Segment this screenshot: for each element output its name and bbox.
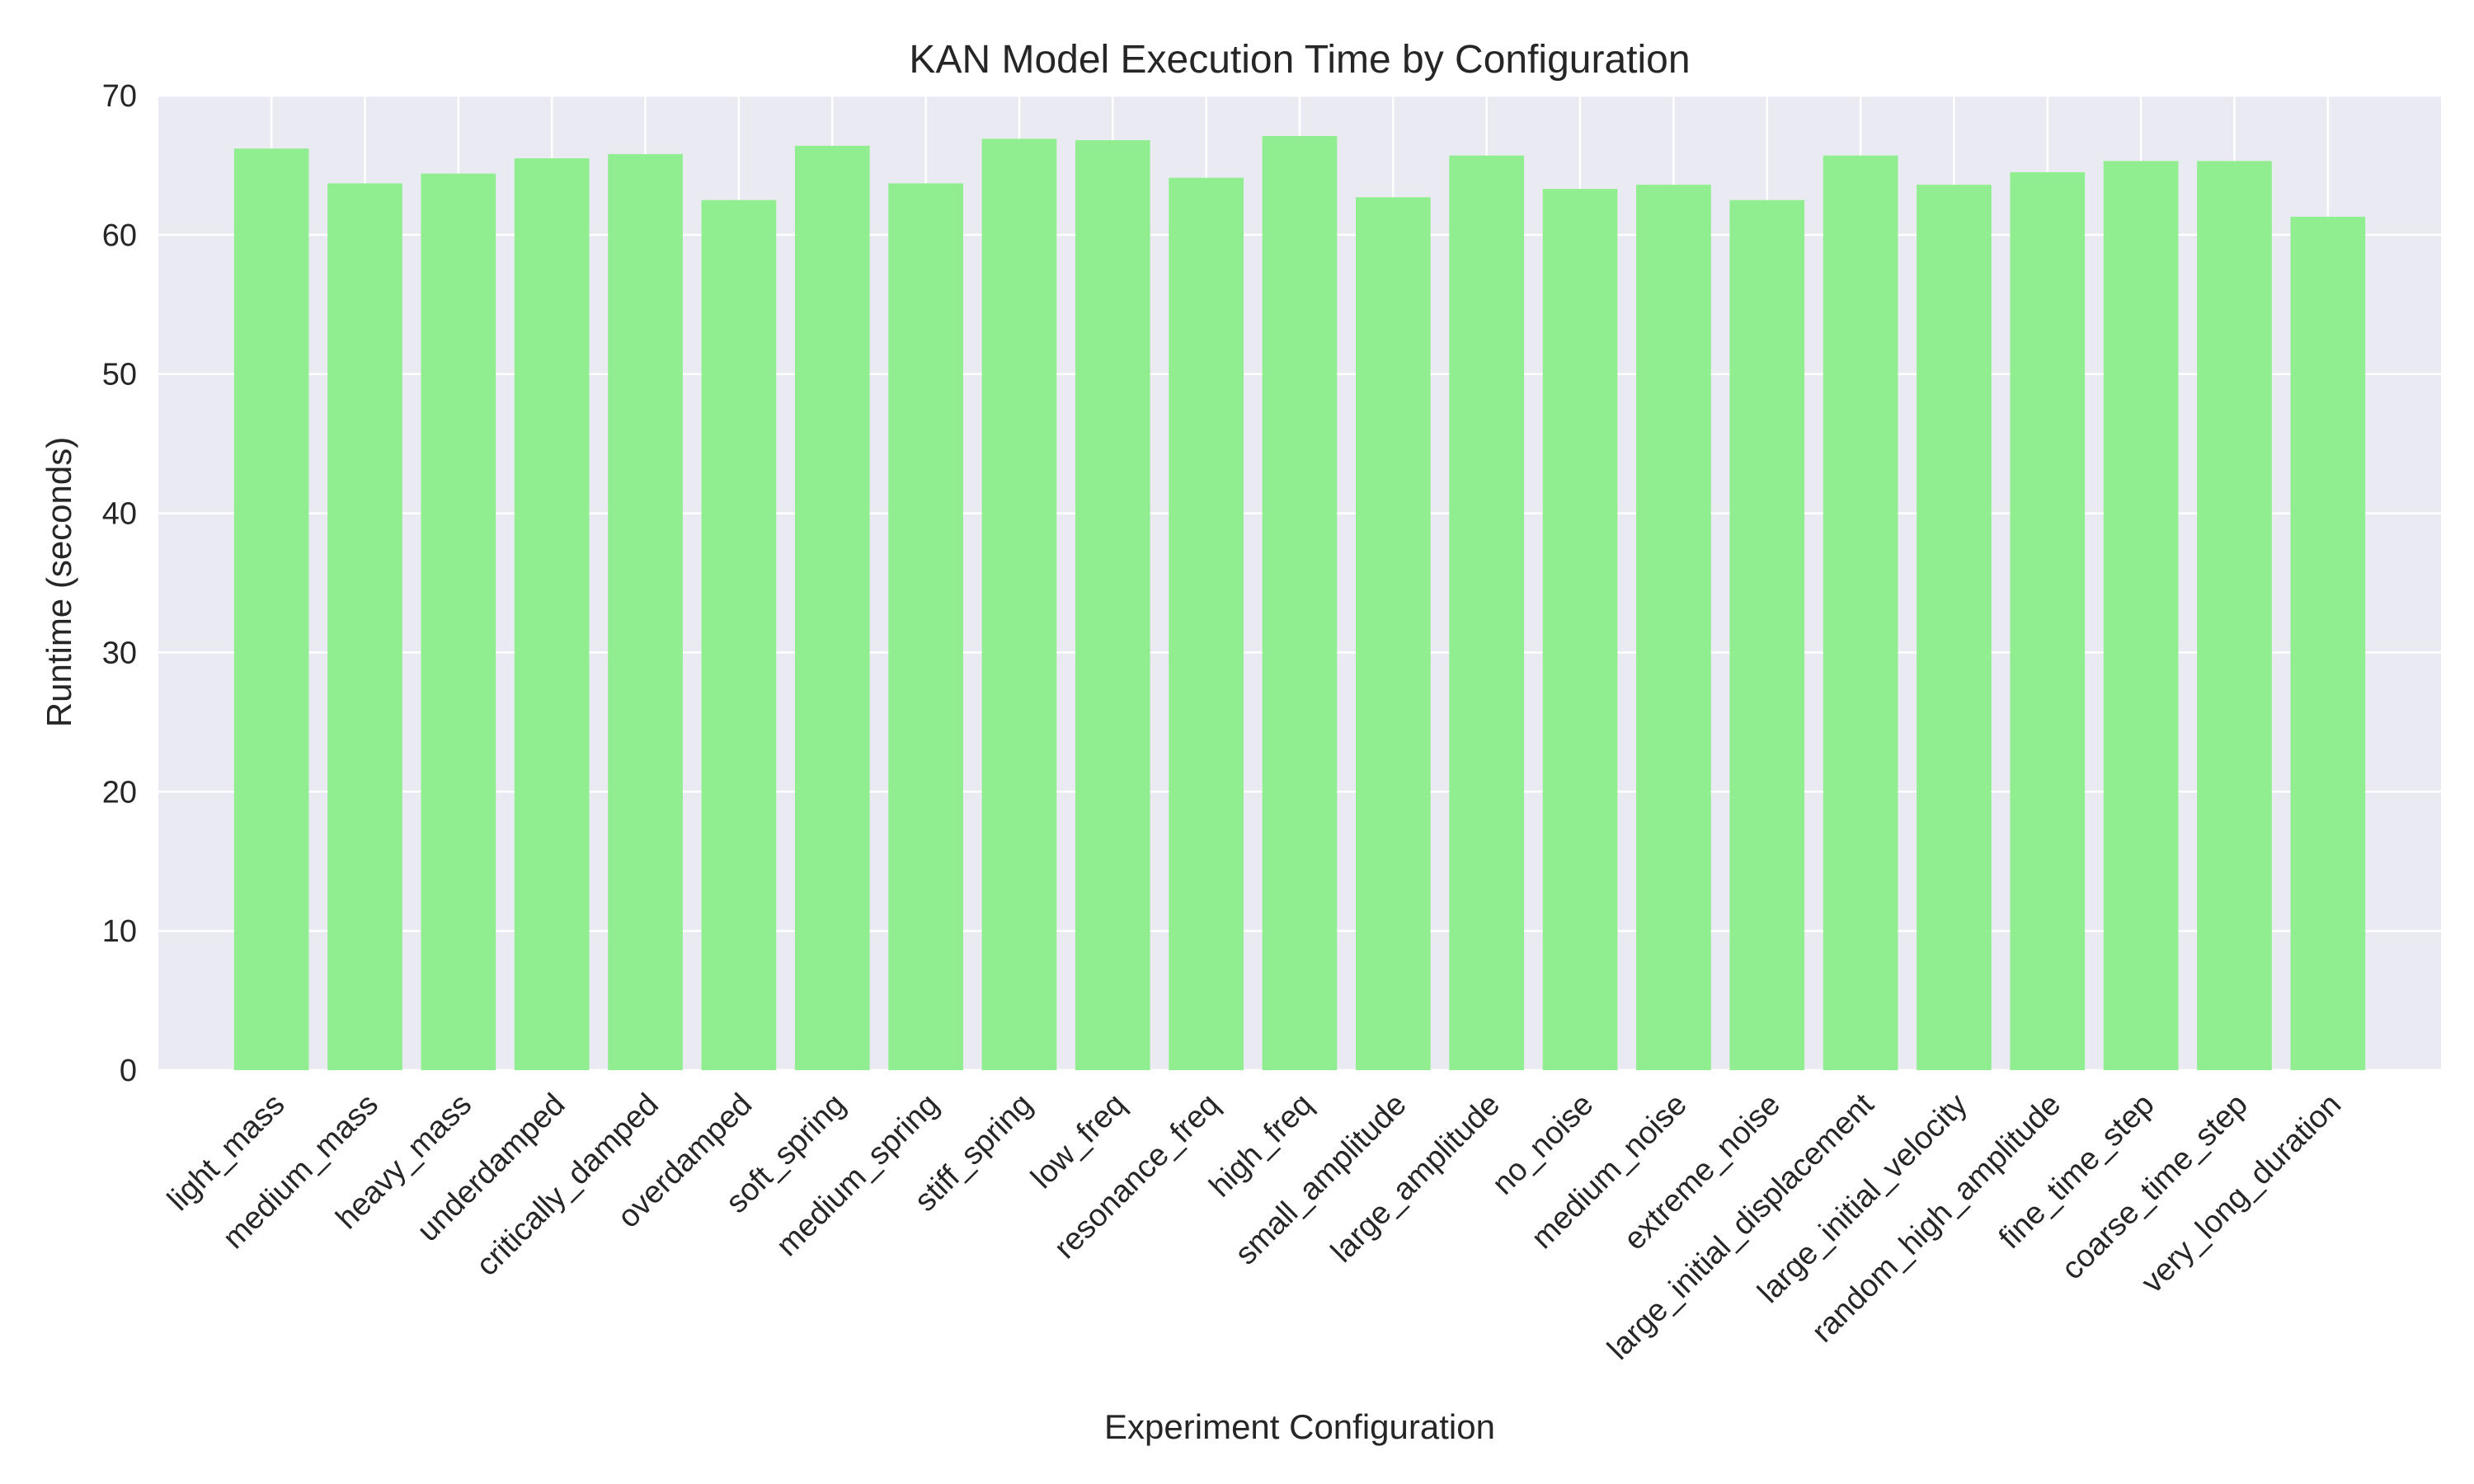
bar-coarse-time-step xyxy=(2197,161,2272,1071)
y-tick-label: 70 xyxy=(102,79,137,114)
bar-low-freq xyxy=(1075,140,1150,1070)
y-axis-ticks: 0 10 20 30 40 50 60 70 xyxy=(102,79,137,1088)
y-axis-label: Runtime (seconds) xyxy=(40,437,78,727)
bar-overdamped xyxy=(701,200,777,1071)
bar-large-amplitude xyxy=(1449,155,1525,1071)
bar-no-noise xyxy=(1542,189,1618,1071)
y-tick-label: 30 xyxy=(102,636,137,670)
bar-extreme-noise xyxy=(1729,200,1805,1071)
bar-small-amplitude xyxy=(1356,197,1431,1070)
bar-medium-spring xyxy=(888,183,963,1070)
y-tick-label: 20 xyxy=(102,775,137,810)
y-tick-label: 0 xyxy=(120,1054,137,1088)
bar-high-freq xyxy=(1262,135,1338,1071)
bar-underdamped xyxy=(514,157,590,1070)
bars xyxy=(233,135,2366,1071)
bar-medium-mass xyxy=(327,183,402,1070)
y-tick-label: 40 xyxy=(102,497,137,532)
bar-fine-time-step xyxy=(2103,161,2179,1071)
bar-resonance-freq xyxy=(1169,177,1244,1070)
x-axis-label: Experiment Configuration xyxy=(1104,1407,1495,1446)
y-tick-label: 60 xyxy=(102,218,137,253)
y-tick-label: 50 xyxy=(102,358,137,392)
chart-title: KAN Model Execution Time by Configuratio… xyxy=(909,38,1690,82)
bar-random-high-amplitude xyxy=(2010,171,2086,1070)
bar-light-mass xyxy=(233,148,309,1070)
bar-soft-spring xyxy=(794,145,870,1070)
bar-heavy-mass xyxy=(421,173,496,1070)
bar-large-initial-velocity xyxy=(1917,185,1992,1070)
y-tick-label: 10 xyxy=(102,914,137,949)
bar-medium-noise xyxy=(1636,185,1711,1070)
bar-large-initial-displacement xyxy=(1823,155,1898,1071)
bar-very-long-duration xyxy=(2290,216,2366,1070)
bar-critically-damped xyxy=(608,153,683,1070)
bar-stiff-spring xyxy=(981,139,1057,1071)
